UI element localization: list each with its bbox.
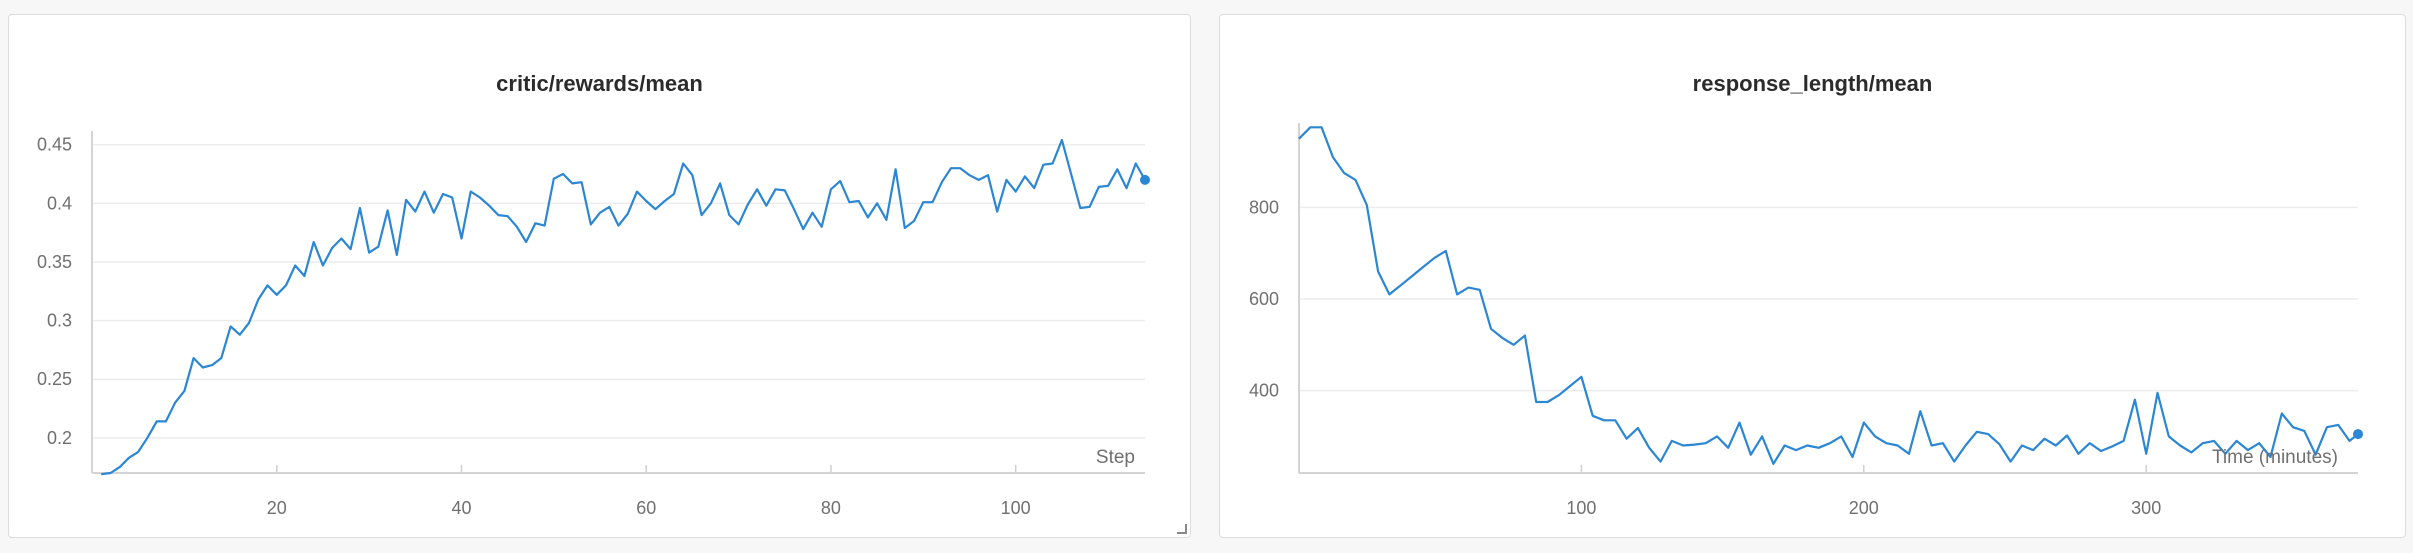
y-tick-label: 600	[1249, 289, 1279, 309]
x-tick-label: 20	[267, 498, 287, 518]
last-point-marker[interactable]	[2353, 429, 2363, 440]
x-tick-label: 80	[821, 498, 841, 518]
resize-handle-icon[interactable]	[1177, 524, 1187, 534]
chart-title: critic/rewards/mean	[496, 71, 703, 96]
y-tick-label: 0.35	[37, 252, 72, 272]
series-line[interactable]	[101, 138, 1146, 476]
y-tick-label: 0.4	[47, 193, 72, 213]
x-tick-label: 60	[636, 498, 656, 518]
y-tick-label: 0.25	[37, 369, 72, 389]
y-tick-label: 800	[1249, 197, 1279, 217]
x-tick-label: 100	[1001, 498, 1031, 518]
series-line[interactable]	[1298, 126, 2359, 465]
x-axis-label: Time (minutes)	[2212, 447, 2338, 468]
x-tick-label: 100	[1566, 498, 1596, 518]
line-chart-response-length[interactable]: 400 600 800 100 200 300 Time (minutes)	[1220, 15, 2407, 539]
last-point-marker[interactable]	[1140, 174, 1150, 185]
chart-panel-rewards: critic/rewards/mean 0.2 0.25 0.3 0.35 0.4 0.4…	[8, 14, 1191, 538]
x-tick-label: 300	[2131, 498, 2161, 518]
y-tick-label: 0.2	[47, 428, 72, 448]
chart-panel-response-length: response_length/mean 400 600 800 100 200 300 T…	[1219, 14, 2406, 538]
y-tick-label: 400	[1249, 381, 1279, 401]
x-tick-label: 40	[451, 498, 471, 518]
chart-title: response_length/mean	[1692, 71, 1933, 96]
y-tick-label: 0.45	[37, 135, 72, 155]
line-chart-rewards[interactable]: 0.2 0.25 0.3 0.35 0.4 0.45 20 40 60 80 100 Step	[9, 15, 1192, 539]
x-axis-label: Step	[1096, 447, 1135, 468]
x-tick-label: 200	[1849, 498, 1879, 518]
y-tick-label: 0.3	[47, 311, 72, 331]
